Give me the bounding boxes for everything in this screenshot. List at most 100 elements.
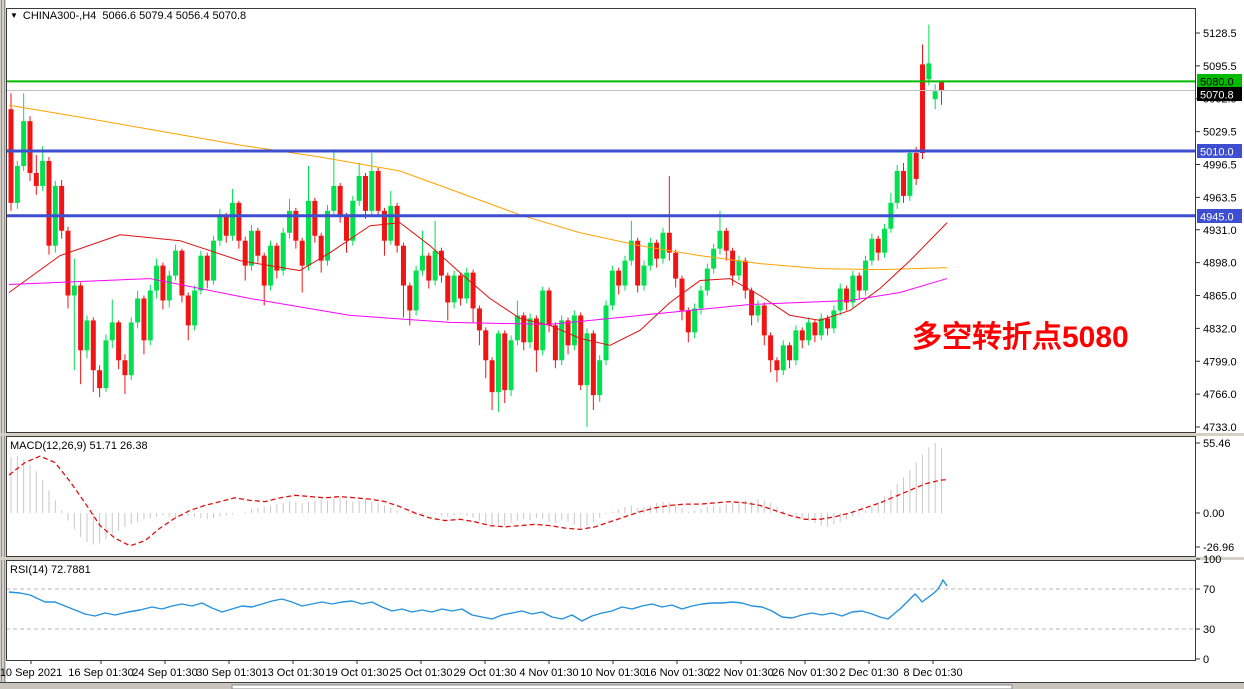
candle-body [913,153,919,179]
symbol-dropdown-icon[interactable]: ▼ [10,11,18,20]
candle [597,355,603,403]
candle [413,265,419,316]
candle-body [571,315,577,346]
candle-body [920,64,926,154]
candle-body [590,333,596,396]
candle [787,342,793,369]
candle [71,258,77,371]
candle [147,284,153,346]
macd-panel[interactable]: 55.46 0.00 -26.96 [6,436,1235,557]
candle-body [698,290,704,309]
candle-body [71,285,77,296]
candle-body [59,185,65,231]
candle [761,302,767,346]
candle [920,44,926,160]
candle-body [166,275,172,301]
candle-body [198,255,204,291]
candle-body [806,322,812,341]
candle-body [894,170,900,203]
candle-body [730,250,736,276]
candle [578,312,584,391]
time-axis-label: 24 Sep 01:30 [132,667,197,679]
candle [850,270,856,308]
candle [774,357,780,383]
candle [90,317,96,393]
candle-body [179,250,185,296]
candle [673,249,679,288]
candle-body [116,322,122,361]
candle-body [476,308,482,331]
candle-body [793,330,799,361]
candle [495,330,501,413]
candle [863,255,869,296]
main-chart-panel[interactable] [6,8,1196,433]
candle-body [400,245,406,286]
candle [154,258,160,299]
candle [939,81,945,105]
price-tick-label: 5029.5 [1203,127,1237,139]
candle [749,287,755,326]
candle [875,235,881,261]
candle-body [768,335,774,361]
price-tick-label: 4898.0 [1203,258,1237,270]
candle [166,270,172,308]
time-axis-label: 10 Nov 01:30 [580,667,645,679]
candle-body [844,288,850,303]
candle [628,220,634,266]
rsi-panel[interactable]: 100 70 30 0 [6,554,1221,666]
candle-body [692,308,698,333]
candle [635,237,641,293]
candle [647,237,653,271]
price-axis[interactable]: 5128.55095.55062.55029.54996.54963.54931… [1196,28,1242,434]
candle [685,307,691,343]
candle-body [97,370,103,389]
candle [33,155,39,195]
candle [590,330,596,411]
candle [65,226,71,309]
rsi-panel-border [6,560,1196,661]
candle-body [33,172,39,186]
current-price-badge: 5070.8 [1197,87,1242,102]
ma-mid-magenta [8,278,948,325]
candle-body [128,322,134,376]
candle [242,236,248,281]
rsi-tick-label: 30 [1203,624,1215,636]
macd-tick-label: 55.46 [1203,438,1231,450]
candle-body [135,298,141,323]
candle-body [818,318,824,336]
candle [223,212,229,243]
candle-body [812,322,818,336]
splitter-main-macd[interactable] [0,433,1244,436]
price-tick-label: 4766.0 [1203,389,1237,401]
candle-body [255,230,261,256]
time-axis-label: 10 Sep 2021 [0,667,62,679]
level-badge-4945-bg [1197,209,1242,223]
candle [388,190,394,245]
candle-body [717,230,723,249]
candle-body [774,360,780,371]
candle-body [521,315,527,343]
macd-tick-label: -26.96 [1203,542,1234,554]
candle [533,315,539,373]
candle [116,320,122,370]
candle-body [21,121,27,166]
candle-body [147,290,153,341]
time-axis-label: 29 Oct 01:30 [454,667,517,679]
candle [198,250,204,295]
level-badge-5010-bg [1197,144,1242,158]
candle-body [438,250,444,276]
candle-body [274,245,280,271]
candle-body [502,333,508,391]
splitter-macd-rsi[interactable] [0,557,1244,560]
candle-body [609,270,615,306]
candle-body [755,305,761,316]
candle [236,200,242,249]
candle-body [261,255,267,286]
time-axis-label: 26 Nov 01:30 [772,667,837,679]
candle-body [413,270,419,311]
candle-body [704,268,710,291]
candle-body [394,205,400,246]
candle [128,317,134,381]
